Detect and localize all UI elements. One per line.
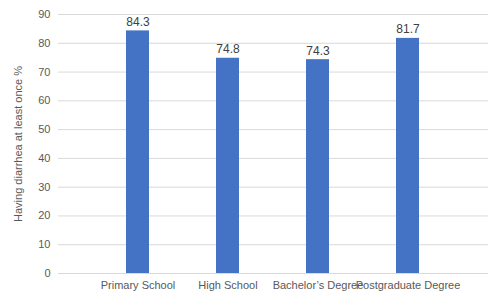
svg-text:40: 40	[38, 152, 50, 164]
svg-text:30: 30	[38, 181, 50, 193]
svg-text:Bachelor’s Degree: Bachelor’s Degree	[273, 279, 364, 291]
svg-text:Postgraduate Degree: Postgraduate Degree	[356, 279, 461, 291]
svg-text:10: 10	[38, 238, 50, 250]
svg-text:84.3: 84.3	[126, 15, 150, 29]
svg-text:High School: High School	[198, 279, 257, 291]
svg-text:90: 90	[38, 8, 50, 20]
svg-text:Primary School: Primary School	[101, 279, 176, 291]
svg-text:Having diarrhea at least once: Having diarrhea at least once %	[12, 66, 24, 222]
svg-text:20: 20	[38, 209, 50, 221]
svg-text:80: 80	[38, 37, 50, 49]
svg-text:81.7: 81.7	[396, 22, 420, 36]
svg-text:74.8: 74.8	[216, 42, 240, 56]
svg-text:60: 60	[38, 94, 50, 106]
svg-text:0: 0	[44, 267, 50, 279]
svg-text:70: 70	[38, 66, 50, 78]
svg-text:50: 50	[38, 123, 50, 135]
svg-text:74.3: 74.3	[306, 44, 330, 58]
